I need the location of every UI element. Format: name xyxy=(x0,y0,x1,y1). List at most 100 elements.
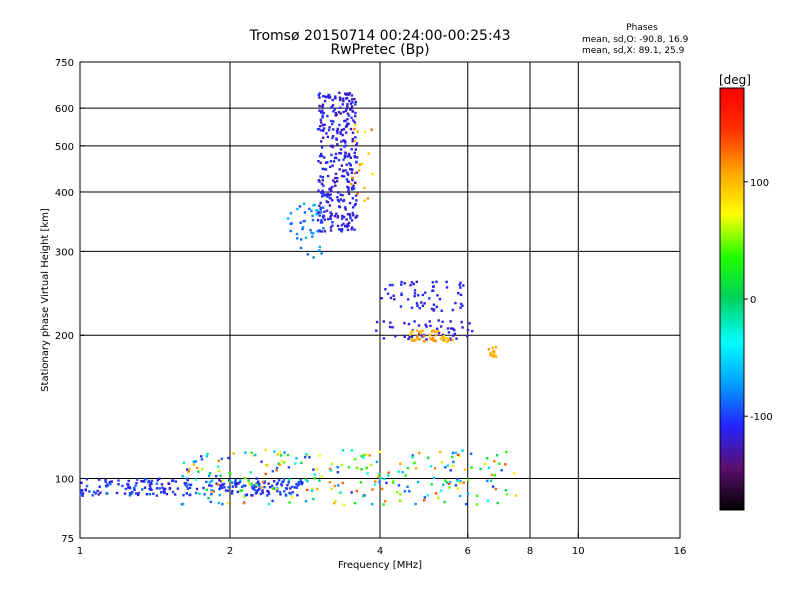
data-point xyxy=(428,320,431,323)
data-point xyxy=(322,206,325,209)
data-point xyxy=(297,480,300,484)
data-point xyxy=(331,144,334,148)
data-point xyxy=(328,467,332,471)
data-point xyxy=(200,468,204,471)
data-point xyxy=(239,489,242,493)
data-point xyxy=(382,320,385,323)
data-point xyxy=(148,484,152,487)
data-point xyxy=(211,490,214,493)
data-point xyxy=(362,494,365,498)
data-point xyxy=(109,482,112,486)
data-point xyxy=(409,331,413,335)
data-point xyxy=(417,324,421,327)
data-point xyxy=(205,455,209,458)
data-point xyxy=(297,483,301,486)
data-point xyxy=(174,480,178,483)
data-point xyxy=(408,490,411,493)
data-point xyxy=(308,207,311,211)
data-point xyxy=(330,106,333,109)
data-point xyxy=(413,289,417,292)
data-point xyxy=(313,473,316,476)
data-point xyxy=(348,154,351,158)
data-point xyxy=(354,194,358,197)
data-point xyxy=(435,305,438,309)
data-point xyxy=(296,484,299,487)
data-point xyxy=(459,286,462,289)
data-point xyxy=(434,492,438,495)
data-point xyxy=(211,479,214,482)
data-point xyxy=(350,491,353,494)
data-point xyxy=(128,494,132,497)
data-point xyxy=(262,480,265,484)
data-point xyxy=(331,462,334,465)
data-point xyxy=(328,196,332,200)
data-point xyxy=(430,483,433,486)
data-point xyxy=(277,462,280,465)
data-point xyxy=(339,98,342,101)
data-point xyxy=(312,204,315,207)
data-point xyxy=(378,480,381,484)
data-point xyxy=(392,479,395,482)
data-point xyxy=(321,179,325,182)
data-point xyxy=(374,480,377,483)
data-point xyxy=(350,116,353,120)
data-point xyxy=(336,191,340,194)
data-point xyxy=(439,489,443,492)
data-point xyxy=(320,121,323,124)
data-point xyxy=(186,487,190,491)
data-point xyxy=(413,295,416,298)
data-point xyxy=(343,139,346,142)
data-point xyxy=(349,102,353,105)
data-point xyxy=(462,481,465,484)
data-point xyxy=(171,479,174,482)
data-point xyxy=(409,333,412,336)
data-point xyxy=(338,205,341,208)
data-point xyxy=(353,172,357,175)
data-point xyxy=(329,160,333,163)
data-point xyxy=(288,478,291,481)
data-point xyxy=(346,228,350,232)
data-point xyxy=(311,235,314,238)
data-point xyxy=(106,483,109,486)
data-point xyxy=(338,123,341,127)
data-point xyxy=(391,326,394,329)
data-point xyxy=(104,480,107,484)
data-point xyxy=(266,463,269,467)
data-point xyxy=(329,226,333,229)
data-point xyxy=(276,453,280,456)
data-point xyxy=(108,480,111,484)
data-point xyxy=(330,153,333,157)
data-point xyxy=(410,281,414,284)
data-point xyxy=(339,112,342,115)
data-point xyxy=(331,185,334,189)
data-point xyxy=(344,141,347,144)
data-point xyxy=(383,477,386,481)
data-point xyxy=(348,92,352,95)
colorbar-tick-label: -100 xyxy=(750,412,773,423)
data-point xyxy=(340,214,344,218)
y-tick-label: 75 xyxy=(61,534,74,545)
data-point xyxy=(348,213,351,216)
axes: 1 2 4 6 8 10 16 75 100 200 300 400 500 600 750 xyxy=(55,58,686,557)
data-point xyxy=(330,213,334,216)
data-point xyxy=(337,484,340,487)
data-point xyxy=(446,327,450,330)
data-point xyxy=(428,297,431,300)
data-point xyxy=(492,349,495,353)
data-point xyxy=(340,230,343,233)
data-point xyxy=(342,215,346,219)
data-point xyxy=(208,472,212,475)
data-point xyxy=(332,110,335,113)
data-point xyxy=(316,211,320,215)
data-point xyxy=(454,484,458,487)
x-tick-label: 10 xyxy=(572,546,585,557)
data-point xyxy=(353,127,356,131)
data-point xyxy=(342,128,346,131)
data-point xyxy=(236,482,239,485)
data-point xyxy=(317,179,320,182)
data-point xyxy=(271,487,275,490)
data-point xyxy=(303,219,306,223)
data-point xyxy=(323,194,327,197)
data-point xyxy=(150,488,153,492)
data-point xyxy=(253,484,256,487)
